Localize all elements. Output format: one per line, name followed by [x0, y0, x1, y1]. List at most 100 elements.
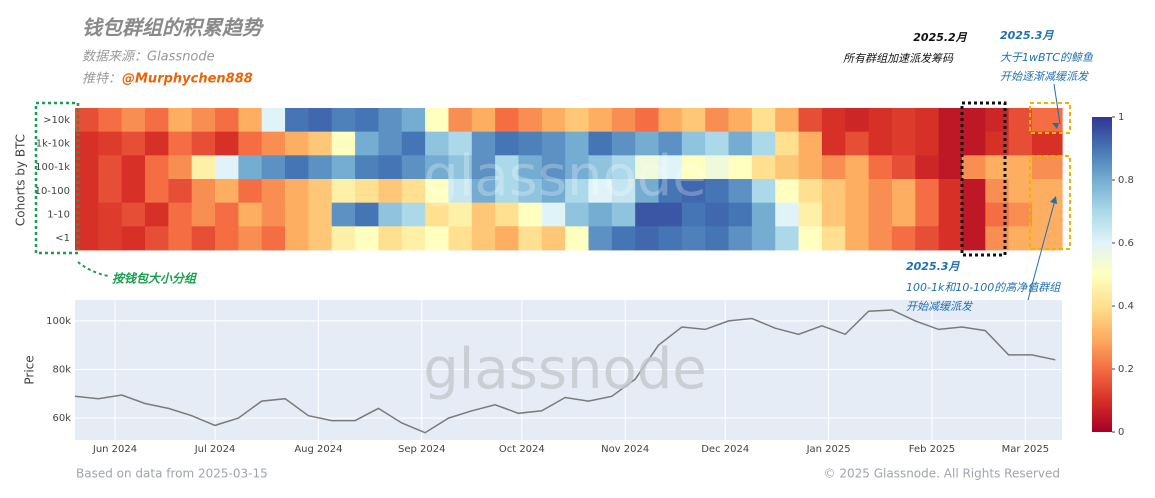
- heatmap-cell: [845, 179, 870, 204]
- heatmap-cell: [985, 131, 1010, 156]
- heatmap-cell: [798, 131, 823, 156]
- title: 钱包群组的积累趋势: [82, 16, 265, 40]
- arrow-head: [1050, 196, 1057, 204]
- heatmap-cell: [751, 131, 776, 156]
- heatmap-cell: [75, 131, 99, 156]
- heatmap-cell: [448, 179, 473, 204]
- heatmap-cell: [215, 155, 239, 180]
- heatmap-cell: [238, 179, 263, 204]
- heatmap-cell: [75, 155, 99, 180]
- heatmap-cell: [215, 179, 239, 204]
- heatmap-cell: [1008, 155, 1033, 180]
- x-tick-label: Jul 2024: [194, 444, 236, 455]
- footer: © 2025 Glassnode. All Rights Reserved: [824, 467, 1060, 481]
- heatmap-cell: [681, 226, 706, 251]
- heatmap-cell: [145, 202, 169, 227]
- heatmap-cell: [588, 108, 613, 133]
- heatmap-cell: [681, 202, 706, 227]
- twitter-label: 推特：: [82, 72, 121, 87]
- heatmap-cell: [635, 226, 660, 251]
- x-tick-label: Jun 2024: [92, 444, 137, 455]
- heatmap-cell: [261, 131, 286, 156]
- colorbar-tick-label: 0.6: [1118, 238, 1134, 249]
- heatmap-cell: [145, 179, 169, 204]
- heatmap-cell: [705, 108, 730, 133]
- heatmap-cell: [565, 226, 590, 251]
- heatmap-cell: [75, 108, 99, 133]
- heatmap-cell: [121, 179, 146, 204]
- heatmap-cell: [471, 131, 496, 156]
- heatmap-cell: [191, 155, 216, 180]
- heatmap-cell: [238, 108, 263, 133]
- heatmap-cell: [331, 108, 356, 133]
- y-tick-label: 10-100: [35, 186, 70, 197]
- x-tick-label: Nov 2024: [601, 444, 649, 455]
- heatmap-cell: [728, 108, 753, 133]
- heatmap-cell: [1008, 131, 1033, 156]
- heatmap-cell: [238, 202, 263, 227]
- heatmap-cell: [98, 108, 123, 133]
- heatmap-cell: [775, 226, 800, 251]
- heatmap-cell: [821, 226, 846, 251]
- heatmap-cell: [985, 155, 1010, 180]
- heatmap-cell: [658, 226, 683, 251]
- heatmap-cell: [495, 226, 520, 251]
- heatmap-cell: [705, 202, 730, 227]
- heatmap-cell: [168, 202, 193, 227]
- y-tick-label: >10k: [43, 115, 70, 126]
- heatmap-cell: [961, 131, 986, 156]
- heatmap-cell: [168, 155, 193, 180]
- heatmap-cell: [658, 108, 683, 133]
- heatmap-cell: [541, 108, 566, 133]
- heatmap-cell: [915, 155, 940, 180]
- heatmap-cell: [425, 179, 450, 204]
- heatmap-cell: [658, 131, 683, 156]
- heatmap-cell: [728, 131, 753, 156]
- callout-box: [960, 101, 1007, 257]
- heatmap-cell: [938, 226, 963, 251]
- heatmap-cell: [891, 202, 916, 227]
- heatmap-cell: [378, 131, 403, 156]
- heatmap-cell: [308, 202, 333, 227]
- heatmap-cell: [261, 155, 286, 180]
- x-tick-label: Feb 2025: [909, 444, 955, 455]
- colorbar-tick-label: 0.8: [1118, 175, 1134, 186]
- heatmap-cell: [331, 226, 356, 251]
- y-tick-label: 60k: [52, 413, 71, 424]
- heatmap-cell: [495, 155, 520, 180]
- heatmap-cell: [658, 202, 683, 227]
- colorbar-tick-label: 1: [1118, 112, 1124, 123]
- heatmap-cell: [331, 155, 356, 180]
- arrow-head: [1052, 123, 1059, 129]
- heatmap-cell: [751, 108, 776, 133]
- heatmap-cell: [611, 202, 636, 227]
- heatmap-cell: [121, 131, 146, 156]
- annotation: 所有群组加速派发筹码: [843, 52, 954, 65]
- watermark: glassnode: [423, 144, 707, 209]
- heatmap-cell: [635, 131, 660, 156]
- heatmap-cell: [308, 226, 333, 251]
- heatmap-cell: [915, 179, 940, 204]
- heatmap-cell: [471, 179, 496, 204]
- heatmap-cell: [518, 226, 543, 251]
- y-tick-label: 80k: [52, 365, 71, 376]
- heatmap-cell: [798, 155, 823, 180]
- heatmap-cell: [75, 179, 99, 204]
- heatmap-cell: [285, 155, 310, 180]
- heatmap-cell: [1008, 179, 1033, 204]
- heatmap-cell: [565, 131, 590, 156]
- heatmap-cell: [471, 202, 496, 227]
- callout-box: [1029, 155, 1071, 250]
- heatmap-cell: [425, 202, 450, 227]
- heatmap-cell: [401, 179, 426, 204]
- heatmap-cell: [285, 131, 310, 156]
- heatmap-cell: [191, 108, 216, 133]
- heatmap-cell: [868, 226, 893, 251]
- heatmap-cell: [705, 131, 730, 156]
- x-tick-label: Dec 2024: [701, 444, 749, 455]
- heatmap-cell: [611, 226, 636, 251]
- heatmap-cell: [191, 179, 216, 204]
- heatmap-cell: [775, 179, 800, 204]
- heatmap-cell: [541, 179, 566, 204]
